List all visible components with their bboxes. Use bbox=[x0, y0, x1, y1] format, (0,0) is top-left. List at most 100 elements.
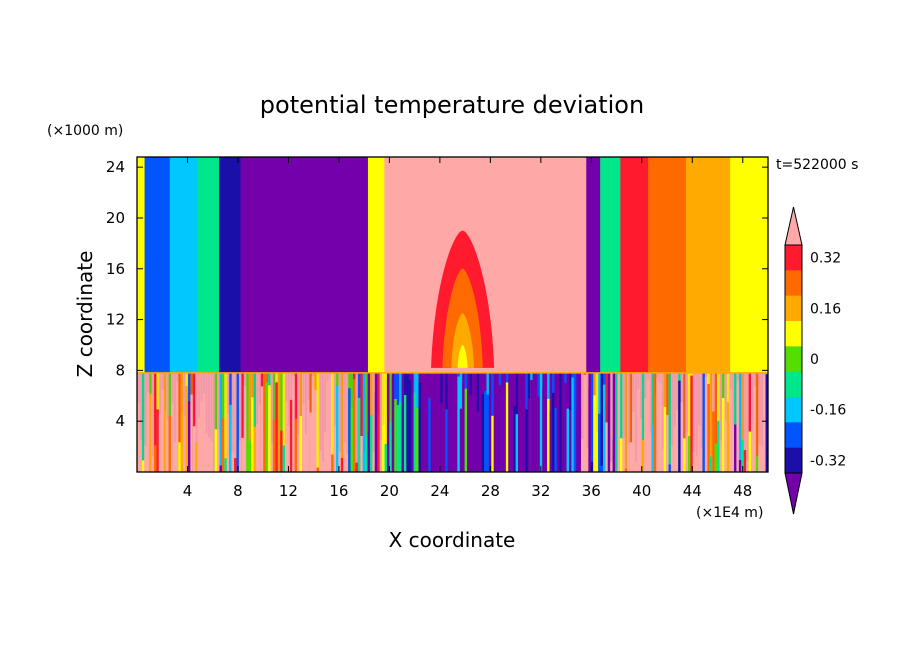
lower-streak-tip-227 bbox=[687, 436, 691, 472]
lower-streak-tip-206 bbox=[636, 389, 640, 472]
lower-streak-248 bbox=[738, 372, 742, 472]
lower-streak-90 bbox=[355, 372, 359, 472]
upper-band-3 bbox=[197, 157, 220, 373]
lower-streak-tip-253 bbox=[751, 423, 755, 472]
lower-streak-tip-104 bbox=[389, 421, 393, 472]
lower-streak-92 bbox=[360, 372, 364, 472]
upper-band-11 bbox=[648, 157, 687, 373]
lower-streak-tip-239 bbox=[717, 420, 721, 472]
lower-streak-tip-93 bbox=[362, 453, 366, 472]
lower-streak-tip-115 bbox=[416, 407, 420, 472]
lower-streak-tip-238 bbox=[714, 443, 718, 472]
lower-streak-97 bbox=[372, 372, 376, 472]
colorbar-tick-label: 0.32 bbox=[810, 251, 841, 267]
y-tick-label: 16 bbox=[106, 260, 125, 278]
lower-streak-tip-244 bbox=[729, 389, 733, 472]
lower-streak-tip-140 bbox=[476, 411, 480, 472]
lower-streak-tip-41 bbox=[236, 398, 240, 472]
x-tick-label: 24 bbox=[430, 482, 449, 500]
lower-streak-tip-228 bbox=[690, 375, 694, 472]
x-tick-label: 44 bbox=[683, 482, 702, 500]
upper-band-5 bbox=[240, 157, 369, 373]
lower-streak-tip-200 bbox=[622, 437, 626, 472]
lower-streak-tip-71 bbox=[309, 412, 313, 472]
y-tick-label: 4 bbox=[115, 412, 125, 430]
lower-streak-tip-237 bbox=[712, 411, 716, 472]
lower-streak-tip-151 bbox=[503, 406, 507, 472]
lower-streak-tip-199 bbox=[619, 438, 623, 472]
lower-streak-205 bbox=[634, 372, 638, 472]
lower-streak-tip-100 bbox=[379, 439, 383, 472]
colorbar-segment bbox=[785, 447, 802, 474]
lower-streak-tip-36 bbox=[224, 458, 228, 472]
lower-streak-191 bbox=[600, 372, 604, 472]
lower-streak-229 bbox=[692, 372, 696, 472]
lower-streak-tip-61 bbox=[285, 401, 289, 472]
lower-streak-tip-120 bbox=[428, 398, 432, 472]
lower-streak-tip-124 bbox=[437, 413, 441, 472]
lower-streak-tip-87 bbox=[348, 388, 352, 472]
lower-streak-tip-128 bbox=[447, 394, 451, 472]
lower-streak-tip-219 bbox=[668, 464, 672, 472]
lower-streak-tip-38 bbox=[229, 404, 233, 472]
lower-streak-201 bbox=[624, 372, 628, 472]
lower-streak-tip-195 bbox=[610, 461, 614, 472]
lower-streak-tip-164 bbox=[535, 393, 539, 472]
lower-streak-tip-235 bbox=[707, 384, 711, 472]
lower-streak-185 bbox=[585, 372, 590, 472]
lower-streak-tip-137 bbox=[469, 394, 473, 472]
x-axis: 4 8 12 16 20 24 28 32 36 40 44 48 bbox=[183, 157, 752, 500]
lower-streak-tip-51 bbox=[260, 386, 264, 472]
lower-streak-tip-169 bbox=[547, 398, 551, 472]
lower-streak-tip-172 bbox=[554, 408, 558, 472]
upper-band-9 bbox=[600, 157, 621, 373]
lower-streak-tip-136 bbox=[467, 376, 471, 472]
lower-streak-100 bbox=[379, 372, 383, 472]
plume-lobe-4 bbox=[457, 344, 468, 368]
colorbar-segment bbox=[785, 371, 802, 398]
x-tick-label: 48 bbox=[733, 482, 752, 500]
lower-streak-94 bbox=[365, 372, 369, 472]
lower-streak-tip-163 bbox=[532, 390, 536, 472]
lower-streak-tip-179 bbox=[571, 377, 575, 472]
lower-streak-tip-240 bbox=[719, 440, 723, 472]
lower-streak-tip-73 bbox=[314, 389, 318, 472]
lower-streak-tip-78 bbox=[326, 381, 330, 472]
lower-streak-tip-122 bbox=[433, 380, 437, 472]
lower-streak-tip-246 bbox=[734, 424, 738, 472]
lower-streak-tip-208 bbox=[641, 439, 645, 472]
lower-streak-tip-6 bbox=[151, 456, 155, 472]
lower-streak-tip-23 bbox=[192, 426, 196, 472]
lower-streak-tip-248 bbox=[738, 460, 742, 472]
lower-streak-195 bbox=[610, 372, 614, 472]
lower-streak-232 bbox=[700, 372, 704, 472]
lower-streak-62 bbox=[287, 372, 291, 472]
lower-streak-tip-80 bbox=[331, 454, 335, 472]
lower-streak-255 bbox=[755, 372, 759, 472]
upper-band-12 bbox=[685, 157, 731, 373]
lower-streak-tip-86 bbox=[345, 454, 349, 472]
lower-streak-tip-183 bbox=[581, 438, 585, 472]
lower-streak-216 bbox=[661, 372, 665, 472]
lower-streak-tip-233 bbox=[702, 373, 706, 472]
lower-streak-tip-130 bbox=[452, 389, 456, 472]
lower-streak-tip-25 bbox=[197, 417, 201, 472]
lower-streak-257 bbox=[760, 372, 764, 472]
lower-streak-2 bbox=[141, 372, 145, 472]
colorbar: 0.32 0.16 0 -0.16 -0.32 bbox=[784, 206, 846, 515]
lower-streak-tip-94 bbox=[365, 434, 369, 472]
lower-streak-tip-57 bbox=[275, 382, 279, 472]
lower-streak-tip-34 bbox=[219, 465, 223, 472]
lower-streak-tip-54 bbox=[268, 385, 272, 472]
lower-streak-tip-147 bbox=[493, 399, 497, 472]
lower-streak-tip-77 bbox=[323, 432, 327, 472]
lower-streak-102 bbox=[384, 372, 388, 472]
lower-streak-tip-26 bbox=[200, 401, 204, 472]
lower-streak-tip-254 bbox=[753, 386, 757, 472]
upper-band-13 bbox=[730, 157, 768, 373]
lower-streak-tip-220 bbox=[670, 446, 674, 472]
lower-streak-58 bbox=[277, 372, 281, 472]
lower-streak-tip-50 bbox=[258, 404, 262, 472]
lower-streak-tip-167 bbox=[542, 388, 546, 472]
